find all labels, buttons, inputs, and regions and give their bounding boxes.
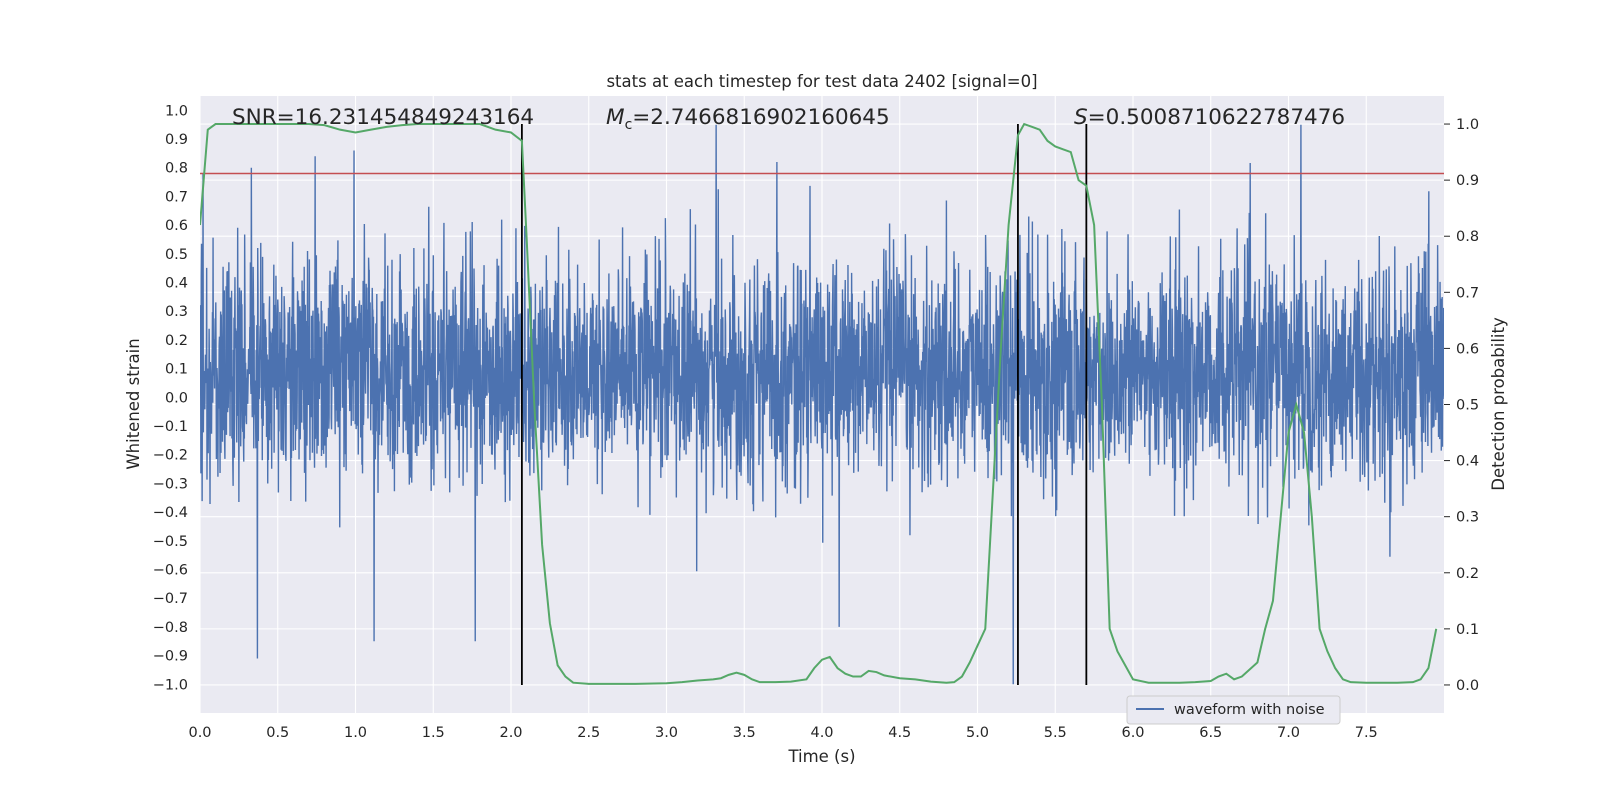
right-tick-label: 0.3 [1456,510,1479,526]
left-tick-label: −0.5 [153,534,188,550]
left-tick-label: −0.7 [153,591,188,607]
mc-subscript: c [625,117,633,133]
left-tick-label: −0.2 [153,448,188,464]
s-value: =0.5008710622787476 [1088,105,1345,130]
legend-box [1126,695,1341,725]
left-tick-label: 0.1 [165,362,188,378]
x-tick-label: 2.0 [499,725,522,741]
snr-annotation: SNR=16.231454849243164 [232,105,534,130]
chirp-mass-annotation: Mc=2.7466816902160645 [606,105,890,133]
right-tick-label: 0.4 [1456,454,1479,470]
mc-value: =2.7466816902160645 [632,105,889,130]
x-tick-label: 0.5 [266,725,289,741]
left-tick-label: −0.3 [153,476,188,492]
x-tick-label: 4.0 [810,725,833,741]
legend-label: waveform with noise [1174,702,1325,718]
x-tick-label: 7.0 [1277,725,1300,741]
x-tick-label: 3.5 [733,725,756,741]
left-tick-label: 0.9 [165,132,188,148]
s-symbol: S [1074,105,1088,130]
left-tick-label: 0.4 [165,276,188,292]
x-axis-ticks: 0.0 0.5 1.0 1.5 2.0 2.5 3.0 3.5 4.0 4.5 5.0 5.5 6.0 6… [188,725,1377,741]
right-tick-label: 0.8 [1456,229,1479,245]
left-tick-label: −1.0 [153,677,188,693]
x-tick-label: 1.5 [422,725,445,741]
right-tick-label: 1.0 [1456,117,1479,133]
x-tick-label: 6.0 [1121,725,1144,741]
chart-title: stats at each timestep for test data 240… [606,72,1037,91]
left-tick-label: 0.5 [165,247,188,263]
left-axis-ticks: 1.0 0.9 0.8 0.7 0.6 0.5 0.4 0.3 0.2 0.1 0.0 −0.1 −0.… [153,103,188,693]
vertical-lines [520,124,1088,685]
right-tick-label: 0.5 [1456,398,1479,414]
x-tick-label: 5.5 [1044,725,1067,741]
legend: waveform with noise [1126,695,1341,725]
left-tick-label: 0.6 [165,218,188,234]
right-tick-label: 0.7 [1456,285,1479,301]
mc-symbol: M [606,105,625,130]
left-tick-label: −0.1 [153,419,188,435]
x-tick-label: 3.0 [655,725,678,741]
left-tick-label: −0.6 [153,563,188,579]
x-tick-label: 6.5 [1199,725,1222,741]
left-tick-label: −0.9 [153,649,188,665]
x-tick-label: 2.5 [577,725,600,741]
x-tick-label: 5.0 [966,725,989,741]
x-tick-label: 7.5 [1355,725,1378,741]
waveform-line [200,124,1444,685]
left-tick-label: 1.0 [165,103,188,119]
left-tick-label: 0.7 [165,189,188,205]
right-tick-label: 0.1 [1456,622,1479,638]
left-tick-label: −0.8 [153,620,188,636]
s-annotation: S=0.5008710622787476 [1074,105,1345,130]
waveform-series [200,124,1444,685]
x-tick-label: 0.0 [188,725,211,741]
left-tick-label: 0.2 [165,333,188,349]
left-tick-label: 0.0 [165,390,188,406]
probability-line [200,122,1438,685]
right-axis-label: Detection probability [1489,317,1508,491]
left-tick-label: 0.3 [165,304,188,320]
x-axis-label: Time (s) [787,747,855,766]
left-tick-label: 0.8 [165,161,188,177]
right-tick-label: 0.0 [1456,678,1479,694]
x-tick-label: 4.5 [888,725,911,741]
right-tick-label: 0.6 [1456,341,1479,357]
x-tick-label: 1.0 [344,725,367,741]
left-axis-label: Whitened strain [124,338,143,469]
right-tick-label: 0.2 [1456,566,1479,582]
right-axis-ticks: 1.0 0.9 0.8 0.7 0.6 0.5 0.4 0.3 0.2 0.1 0.0 [1444,117,1479,694]
probability-series [200,122,1438,685]
right-tick-label: 0.9 [1456,173,1479,189]
left-tick-label: −0.4 [153,505,188,521]
